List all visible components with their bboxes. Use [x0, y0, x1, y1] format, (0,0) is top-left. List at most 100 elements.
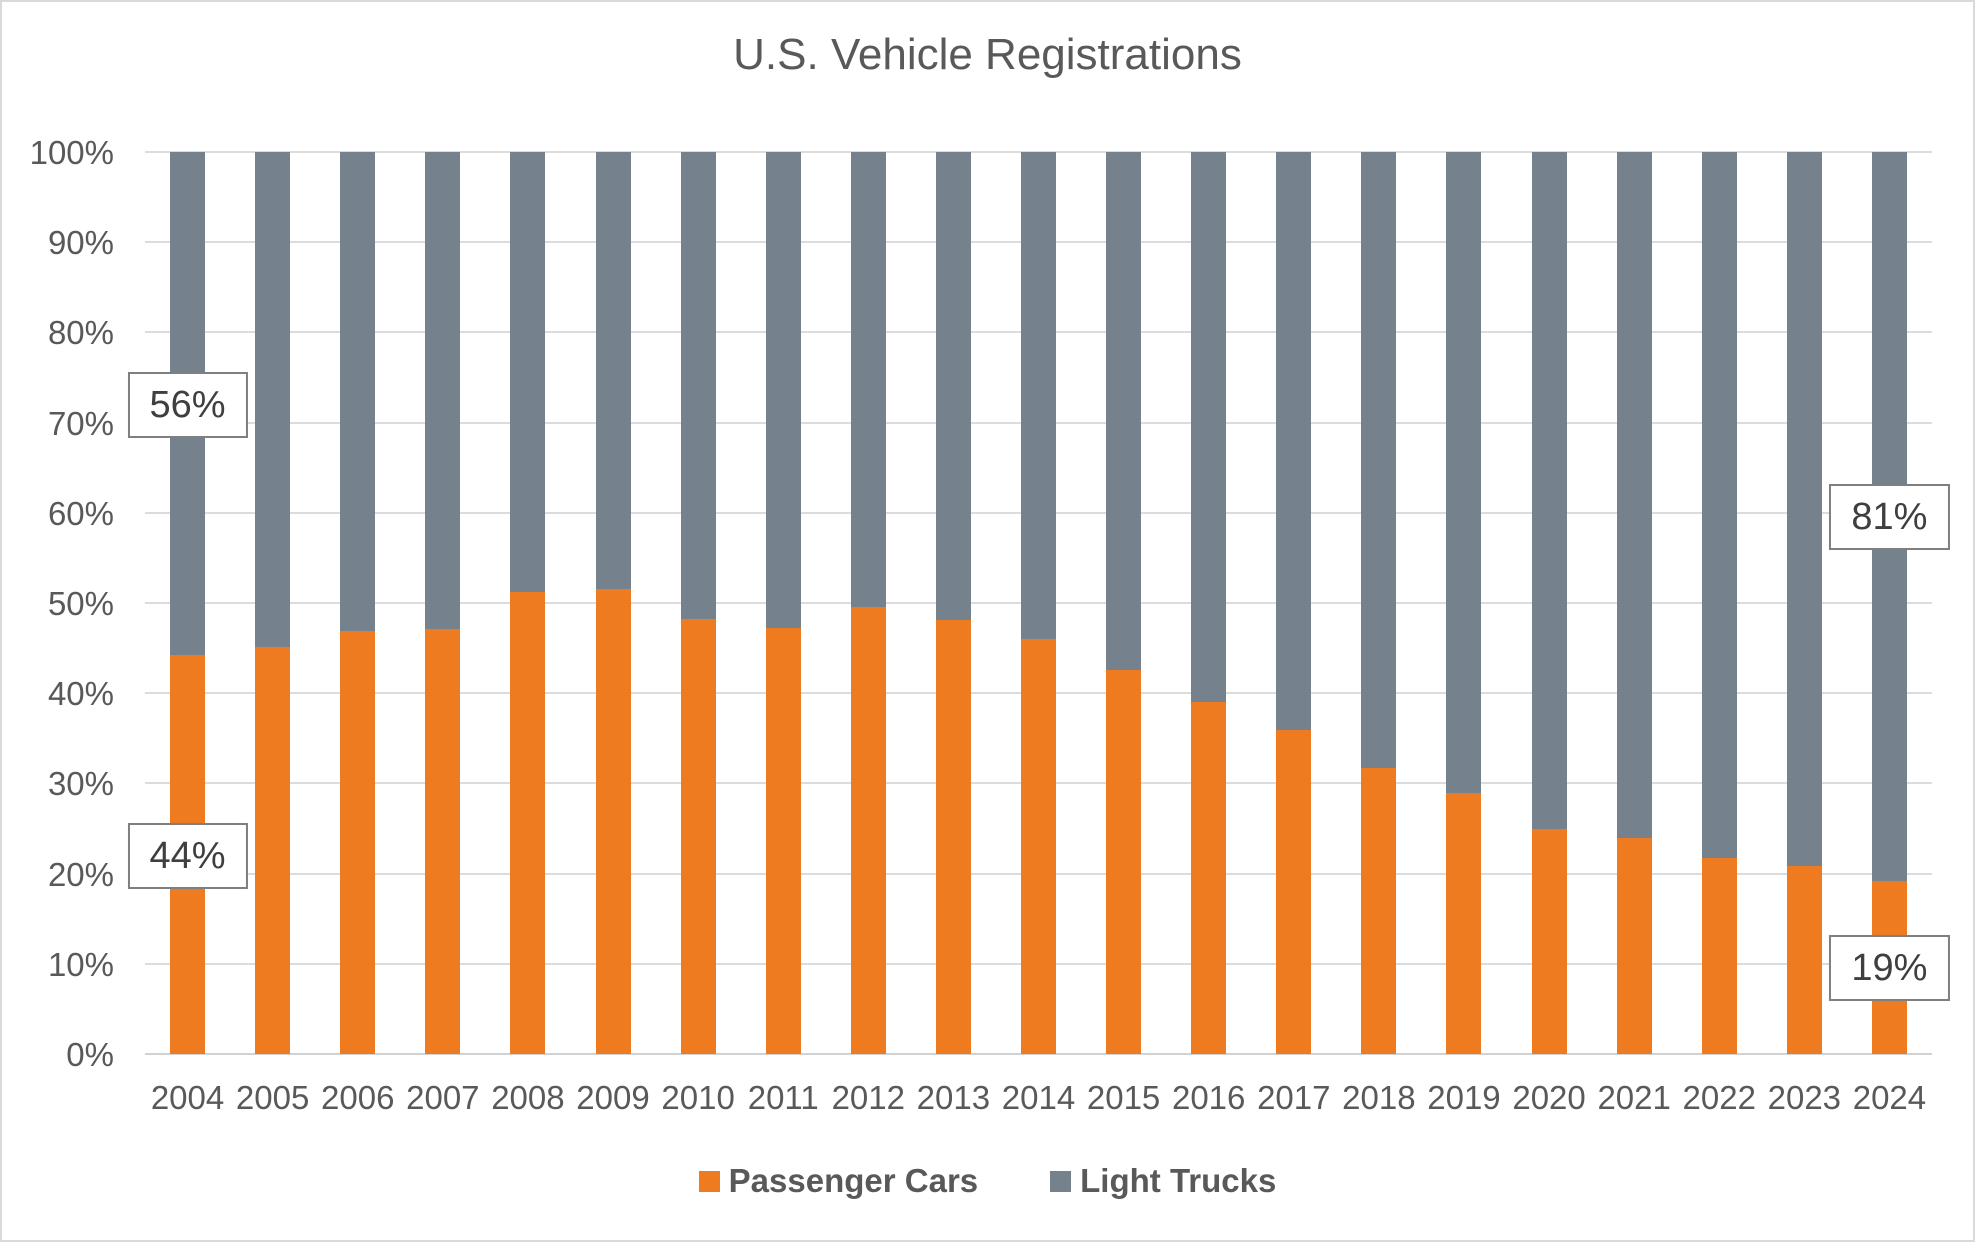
x-axis-tick-label-2023: 2023	[1767, 1079, 1842, 1116]
bar-group-2012	[850, 152, 886, 1054]
x-axis-tick-label-2005: 2005	[235, 1079, 310, 1116]
x-axis-tick-label-2019: 2019	[1427, 1079, 1501, 1116]
x-axis-tick-label-2009: 2009	[576, 1079, 650, 1116]
y-axis-tick-label: 10%	[47, 945, 114, 983]
legend: Passenger Cars Light Trucks	[2, 1162, 1973, 1200]
bar-segment-passenger-cars-2019	[1446, 793, 1482, 1054]
bar-group-2011	[765, 152, 801, 1054]
bar-segment-light-trucks-2005	[255, 152, 291, 648]
x-axis-tick-label-2022: 2022	[1682, 1079, 1756, 1116]
bar-group-2017	[1276, 152, 1312, 1054]
x-axis-tick-label-2004: 2004	[150, 1079, 225, 1116]
bar-segment-passenger-cars-2011	[765, 628, 801, 1054]
x-axis-tick-label-2016: 2016	[1171, 1079, 1246, 1116]
bar-segment-passenger-cars-2017	[1276, 730, 1312, 1054]
legend-swatch-icon-light-trucks	[1050, 1170, 1072, 1192]
bar-group-2019	[1446, 152, 1482, 1054]
bar-segment-passenger-cars-2020	[1531, 828, 1567, 1054]
bar-segment-light-trucks-2010	[680, 152, 716, 620]
bar-segment-light-trucks-2009	[595, 152, 631, 590]
bar-segment-light-trucks-2019	[1446, 152, 1482, 794]
bar-segment-passenger-cars-2021	[1616, 838, 1652, 1054]
y-axis-tick-label: 90%	[47, 224, 114, 262]
y-axis-tick-label: 30%	[47, 765, 114, 803]
gridline-100	[145, 151, 1932, 153]
legend-label-light-trucks: Light Trucks	[1080, 1162, 1277, 1199]
y-axis-tick-label: 80%	[47, 314, 114, 352]
x-axis-tick-label-2007: 2007	[406, 1079, 480, 1116]
y-axis-tick-label: 20%	[47, 855, 114, 893]
y-axis-tick-label: 0%	[66, 1036, 114, 1073]
x-axis-tick-label-2014: 2014	[1001, 1079, 1076, 1116]
bar-group-2013	[935, 152, 971, 1054]
x-axis-tick-label-2013: 2013	[916, 1079, 991, 1116]
bar-segment-passenger-cars-2016	[1191, 702, 1227, 1054]
x-axis-tick-label-2011: 2011	[747, 1079, 819, 1116]
x-axis-tick-label-2017: 2017	[1257, 1079, 1331, 1116]
bar-segment-passenger-cars-2014	[1021, 639, 1056, 1054]
bar-group-2021	[1616, 152, 1652, 1054]
bar-segment-light-trucks-2016	[1191, 152, 1227, 703]
x-axis-line	[145, 1053, 1932, 1055]
callout-light-trucks-2004: 56%	[127, 371, 248, 438]
bar-segment-passenger-cars-2012	[850, 606, 886, 1054]
bar-group-2020	[1531, 152, 1567, 1054]
bar-segment-passenger-cars-2015	[1106, 669, 1142, 1054]
callout-passenger-cars-2024: 19%	[1829, 935, 1950, 1002]
bar-segment-light-trucks-2006	[340, 152, 376, 631]
bar-group-2006	[340, 152, 376, 1054]
bar-group-2004	[170, 152, 206, 1054]
bar-group-2009	[595, 152, 631, 1054]
bar-segment-light-trucks-2021	[1616, 152, 1652, 839]
x-axis-tick-label-2006: 2006	[321, 1079, 395, 1116]
bar-group-2008	[510, 152, 546, 1054]
bar-group-2023	[1786, 152, 1822, 1054]
bar-segment-passenger-cars-2007	[425, 629, 461, 1054]
bar-group-2016	[1191, 152, 1227, 1054]
bar-group-2007	[425, 152, 461, 1054]
x-axis-tick-label-2008: 2008	[491, 1079, 565, 1116]
bar-segment-light-trucks-2014	[1021, 152, 1056, 640]
bar-group-2022	[1701, 152, 1737, 1054]
x-axis-tick-label-2012: 2012	[831, 1079, 905, 1116]
bar-segment-passenger-cars-2013	[935, 620, 971, 1054]
x-axis-tick-label-2015: 2015	[1086, 1079, 1161, 1116]
legend-item-light-trucks: Light Trucks	[1050, 1162, 1276, 1200]
x-axis-tick-label-2010: 2010	[661, 1079, 735, 1116]
bar-segment-light-trucks-2022	[1701, 152, 1737, 859]
bar-segment-passenger-cars-2018	[1361, 768, 1397, 1054]
bar-segment-light-trucks-2023	[1786, 152, 1822, 867]
y-axis-tick-label: 40%	[47, 675, 114, 713]
x-axis-tick-label-2021: 2021	[1597, 1079, 1671, 1116]
bar-group-2024	[1871, 152, 1907, 1054]
bar-group-2005	[255, 152, 291, 1054]
bar-segment-passenger-cars-2006	[340, 630, 376, 1054]
bar-segment-light-trucks-2013	[935, 152, 971, 621]
x-axis-tick-label-2018: 2018	[1342, 1079, 1416, 1116]
bar-segment-light-trucks-2011	[765, 152, 801, 629]
bar-segment-light-trucks-2015	[1106, 152, 1142, 670]
bar-segment-light-trucks-2008	[510, 152, 546, 593]
bar-group-2014	[1021, 152, 1056, 1054]
y-axis-tick-label: 70%	[47, 404, 114, 442]
bar-segment-light-trucks-2012	[850, 152, 886, 607]
bar-group-2015	[1106, 152, 1142, 1054]
y-axis-tick-label: 50%	[47, 585, 114, 622]
bar-group-2010	[680, 152, 716, 1054]
bar-segment-passenger-cars-2005	[255, 647, 291, 1054]
bar-segment-passenger-cars-2008	[510, 592, 546, 1054]
x-axis-tick-label-2024: 2024	[1852, 1079, 1927, 1116]
bar-segment-light-trucks-2020	[1531, 152, 1567, 829]
bar-segment-passenger-cars-2023	[1786, 866, 1822, 1054]
y-axis-tick-label: 100%	[29, 134, 114, 171]
legend-item-passenger-cars: Passenger Cars	[698, 1162, 978, 1200]
bar-group-2018	[1361, 152, 1397, 1054]
y-axis-tick-label: 60%	[47, 494, 114, 532]
chart-title: U.S. Vehicle Registrations	[733, 30, 1242, 79]
callout-light-trucks-2024: 81%	[1829, 484, 1950, 551]
bar-segment-passenger-cars-2009	[595, 589, 631, 1054]
callout-passenger-cars-2004: 44%	[127, 822, 248, 889]
bar-segment-light-trucks-2018	[1361, 152, 1397, 769]
legend-swatch-icon-passenger-cars	[698, 1170, 720, 1192]
